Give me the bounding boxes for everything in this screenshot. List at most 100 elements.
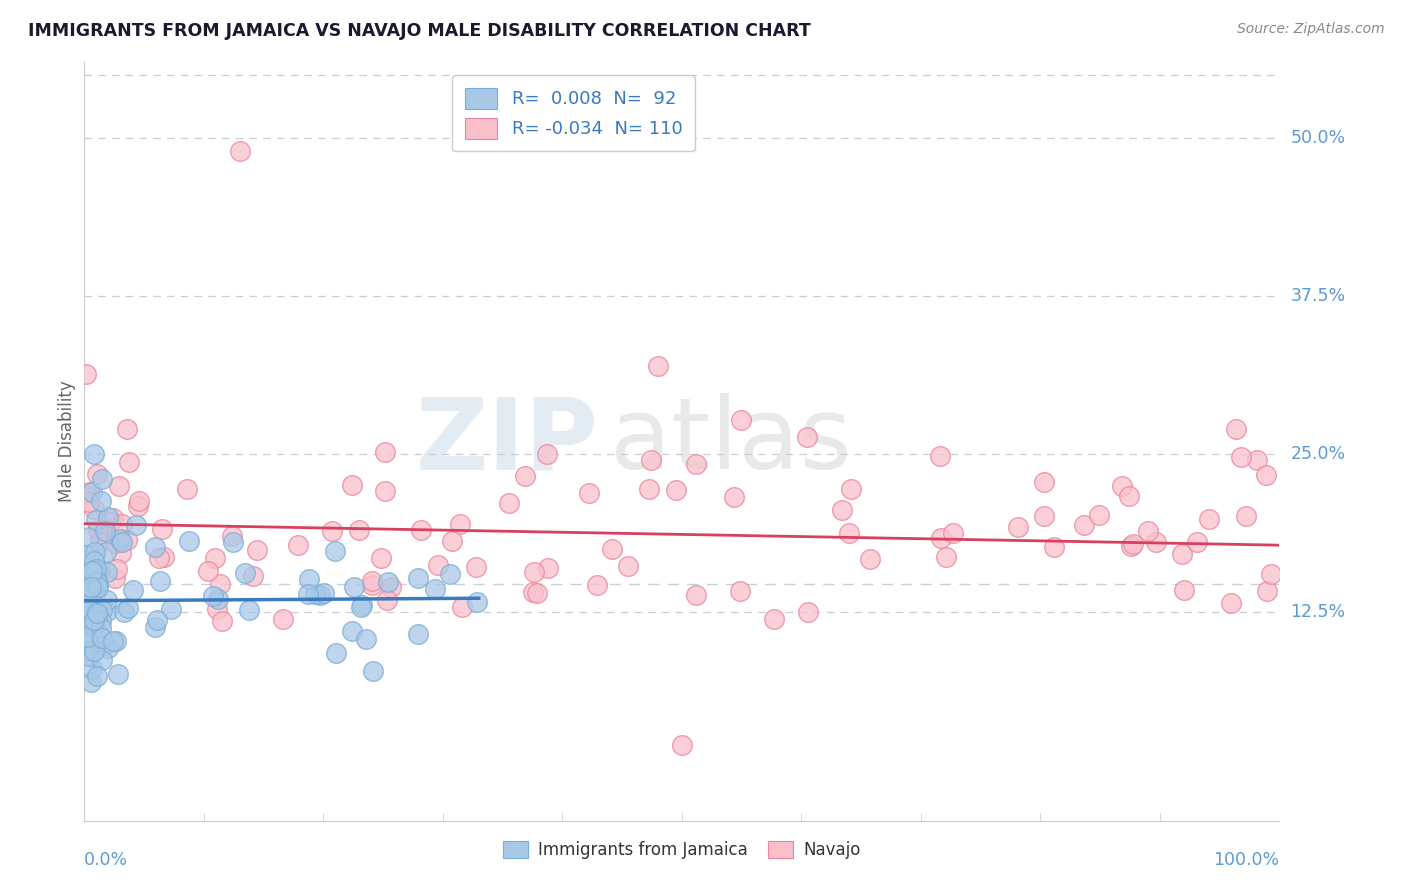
Point	[98, 515, 121, 529]
Text: 12.5%: 12.5%	[1291, 603, 1346, 621]
Point	[128, 494, 150, 508]
Text: IMMIGRANTS FROM JAMAICA VS NAVAJO MALE DISABILITY CORRELATION CHART: IMMIGRANTS FROM JAMAICA VS NAVAJO MALE D…	[28, 22, 811, 40]
Point	[523, 565, 546, 579]
Point	[1122, 536, 1144, 550]
Point	[1234, 509, 1257, 524]
Point	[342, 624, 364, 638]
Point	[179, 533, 201, 548]
Point	[80, 564, 103, 578]
Point	[91, 473, 114, 487]
Text: Source: ZipAtlas.com: Source: ZipAtlas.com	[1237, 22, 1385, 37]
Point	[929, 449, 952, 463]
Point	[1254, 468, 1277, 483]
Point	[1033, 508, 1056, 523]
Point	[350, 599, 373, 614]
Point	[340, 478, 363, 492]
Point	[426, 558, 449, 572]
Point	[82, 605, 104, 619]
Point	[671, 738, 693, 752]
Point	[86, 606, 108, 620]
Point	[83, 613, 105, 627]
Point	[526, 586, 548, 600]
Point	[685, 589, 707, 603]
Text: ZIP: ZIP	[415, 393, 599, 490]
Point	[104, 535, 127, 549]
Point	[380, 580, 402, 594]
Point	[839, 482, 862, 496]
Point	[1136, 524, 1159, 538]
Point	[87, 578, 110, 592]
Point	[1246, 453, 1268, 467]
Point	[1007, 520, 1029, 534]
Point	[90, 524, 112, 539]
Point	[370, 550, 392, 565]
Point	[150, 522, 173, 536]
Point	[79, 618, 101, 632]
Text: 0.0%: 0.0%	[84, 851, 128, 869]
Text: 25.0%: 25.0%	[1291, 445, 1346, 463]
Point	[730, 413, 752, 427]
Point	[229, 144, 252, 158]
Point	[323, 544, 346, 558]
Legend: Immigrants from Jamaica, Navajo: Immigrants from Jamaica, Navajo	[496, 834, 868, 865]
Point	[97, 510, 120, 524]
Point	[104, 634, 127, 648]
Point	[143, 620, 166, 634]
Point	[796, 430, 818, 444]
Point	[79, 576, 101, 591]
Point	[361, 578, 384, 592]
Point	[354, 632, 377, 647]
Point	[143, 541, 166, 555]
Point	[86, 574, 108, 589]
Point	[837, 526, 859, 541]
Point	[1073, 518, 1095, 533]
Point	[75, 548, 97, 562]
Point	[149, 574, 172, 588]
Point	[298, 572, 321, 586]
Point	[201, 590, 224, 604]
Point	[211, 614, 233, 628]
Point	[87, 607, 110, 621]
Point	[665, 483, 688, 497]
Point	[117, 533, 139, 547]
Point	[111, 516, 134, 531]
Point	[287, 538, 309, 552]
Point	[83, 564, 105, 578]
Point	[723, 490, 745, 504]
Point	[148, 551, 170, 566]
Point	[176, 483, 198, 497]
Point	[80, 674, 103, 689]
Point	[93, 521, 115, 535]
Point	[859, 552, 882, 566]
Point	[1111, 479, 1133, 493]
Point	[304, 587, 326, 601]
Point	[83, 620, 105, 634]
Point	[80, 580, 103, 594]
Point	[75, 608, 97, 623]
Point	[1225, 422, 1247, 436]
Point	[312, 586, 335, 600]
Point	[105, 562, 128, 576]
Point	[104, 571, 127, 585]
Point	[1260, 567, 1282, 582]
Point	[115, 422, 138, 436]
Text: atlas: atlas	[610, 393, 852, 490]
Text: 37.5%: 37.5%	[1291, 287, 1346, 305]
Point	[1119, 539, 1142, 553]
Point	[90, 603, 112, 617]
Point	[242, 569, 264, 583]
Point	[94, 639, 117, 653]
Point	[1032, 475, 1054, 490]
Point	[86, 523, 108, 537]
Point	[929, 531, 952, 545]
Point	[90, 494, 112, 508]
Point	[1173, 583, 1195, 598]
Point	[321, 524, 343, 538]
Point	[209, 576, 232, 591]
Point	[325, 646, 347, 660]
Point	[440, 534, 463, 549]
Text: 100.0%: 100.0%	[1213, 851, 1279, 869]
Point	[1043, 540, 1066, 554]
Point	[408, 571, 430, 585]
Point	[233, 566, 256, 580]
